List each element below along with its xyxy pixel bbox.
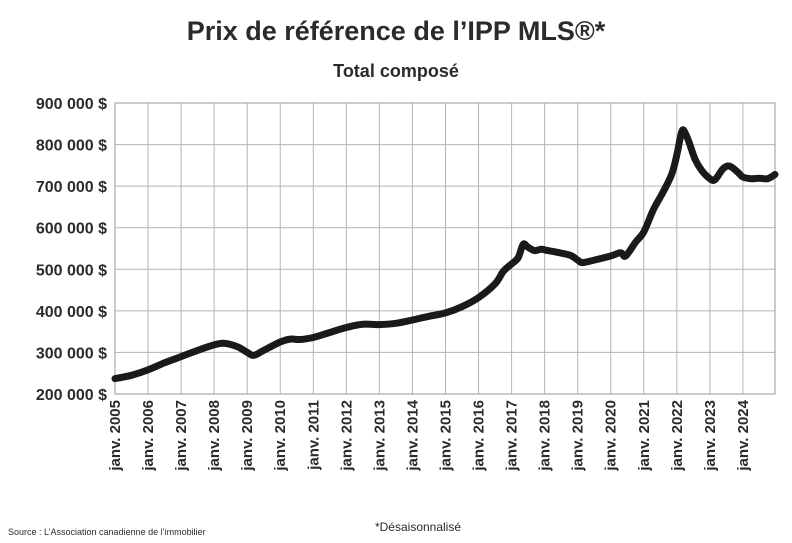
x-tick-label: janv. 2024 bbox=[735, 399, 752, 471]
y-tick-label: 700 000 $ bbox=[36, 179, 107, 196]
x-tick-label: janv. 2006 bbox=[140, 400, 157, 472]
x-tick-label: janv. 2012 bbox=[338, 400, 355, 472]
x-tick-label: janv. 2010 bbox=[272, 400, 289, 472]
y-tick-label: 200 000 $ bbox=[36, 387, 107, 404]
series-line bbox=[111, 126, 779, 383]
x-tick-label: janv. 2021 bbox=[636, 400, 653, 472]
y-tick-label: 300 000 $ bbox=[36, 345, 107, 362]
x-tick-label: janv. 2018 bbox=[537, 400, 554, 472]
footnote: *Désaisonnalisé bbox=[375, 520, 461, 534]
source-note: Source : L’Association canadienne de l’i… bbox=[8, 527, 206, 537]
x-tick-label: janv. 2023 bbox=[702, 400, 719, 472]
x-tick-label: janv. 2020 bbox=[603, 400, 620, 472]
y-axis: 900 000 $ 800 000 $ 700 000 $ 600 000 $ 500 … bbox=[36, 96, 107, 404]
chart-title: Prix de référence de l’IPP MLS®* bbox=[187, 16, 606, 46]
y-tick-label: 500 000 $ bbox=[36, 262, 107, 279]
x-tick-label: janv. 2011 bbox=[305, 400, 322, 471]
x-tick-label: janv. 2007 bbox=[173, 400, 190, 472]
y-tick-label: 600 000 $ bbox=[36, 221, 107, 238]
plot-area bbox=[114, 102, 776, 395]
y-tick-label: 800 000 $ bbox=[36, 138, 107, 155]
x-tick-label: janv. 2009 bbox=[239, 400, 256, 472]
x-tick-label: janv. 2008 bbox=[206, 400, 223, 472]
x-tick-label: janv. 2013 bbox=[371, 400, 388, 472]
x-tick-label: janv. 2016 bbox=[471, 400, 488, 472]
x-tick-label: janv. 2014 bbox=[404, 399, 421, 471]
x-tick-label: janv. 2019 bbox=[570, 400, 587, 472]
y-tick-label: 400 000 $ bbox=[36, 304, 107, 321]
y-tick-label: 900 000 $ bbox=[36, 96, 107, 113]
x-tick-label: janv. 2015 bbox=[437, 400, 454, 472]
x-tick-label: janv. 2005 bbox=[107, 400, 124, 472]
x-tick-label: janv. 2017 bbox=[504, 400, 521, 472]
chart-subtitle: Total composé bbox=[333, 61, 459, 81]
x-axis: janv. 2005 janv. 2006 janv. 2007 janv. 2008… bbox=[107, 399, 752, 471]
series-group bbox=[111, 126, 779, 383]
x-tick-label: janv. 2022 bbox=[669, 400, 686, 472]
